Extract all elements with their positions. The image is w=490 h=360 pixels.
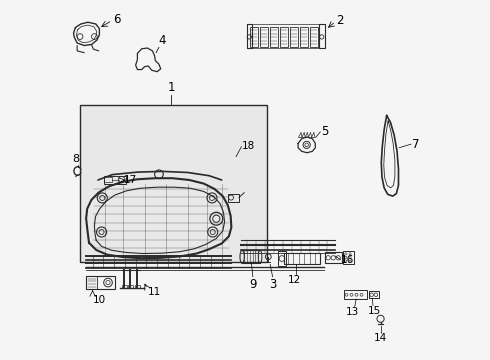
Text: 2: 2 <box>337 14 344 27</box>
Text: 1: 1 <box>168 81 175 94</box>
Text: 18: 18 <box>242 141 255 151</box>
Bar <box>343 251 354 264</box>
Bar <box>343 291 367 299</box>
Bar <box>280 27 288 46</box>
Bar <box>122 285 126 288</box>
Bar <box>319 24 324 48</box>
Text: 16: 16 <box>341 255 354 265</box>
Text: 8: 8 <box>72 154 79 164</box>
Bar <box>104 177 112 182</box>
Bar <box>300 27 308 46</box>
Bar <box>135 285 140 288</box>
Text: 4: 4 <box>159 33 166 46</box>
Bar <box>324 252 342 263</box>
Text: 17: 17 <box>124 175 137 185</box>
Text: 13: 13 <box>346 307 359 317</box>
Text: 14: 14 <box>374 333 387 343</box>
Text: 15: 15 <box>368 306 381 316</box>
Text: 6: 6 <box>113 13 121 26</box>
Bar <box>260 27 268 46</box>
Bar <box>270 27 278 46</box>
Bar <box>278 251 286 266</box>
Bar <box>87 276 97 289</box>
Bar <box>247 24 252 48</box>
Text: 3: 3 <box>269 278 276 291</box>
Bar <box>310 27 318 46</box>
Bar <box>128 285 133 288</box>
Text: 12: 12 <box>288 275 301 285</box>
Bar <box>80 105 267 262</box>
Text: 7: 7 <box>412 138 419 150</box>
Bar <box>250 27 258 46</box>
Text: 10: 10 <box>93 295 106 305</box>
Bar <box>285 253 320 264</box>
Text: 11: 11 <box>147 287 161 297</box>
Bar <box>368 291 379 298</box>
Bar <box>87 276 115 289</box>
Bar <box>104 176 126 184</box>
Text: 9: 9 <box>249 278 257 291</box>
Bar <box>228 194 239 202</box>
Text: 5: 5 <box>321 125 328 138</box>
Bar <box>290 27 298 46</box>
